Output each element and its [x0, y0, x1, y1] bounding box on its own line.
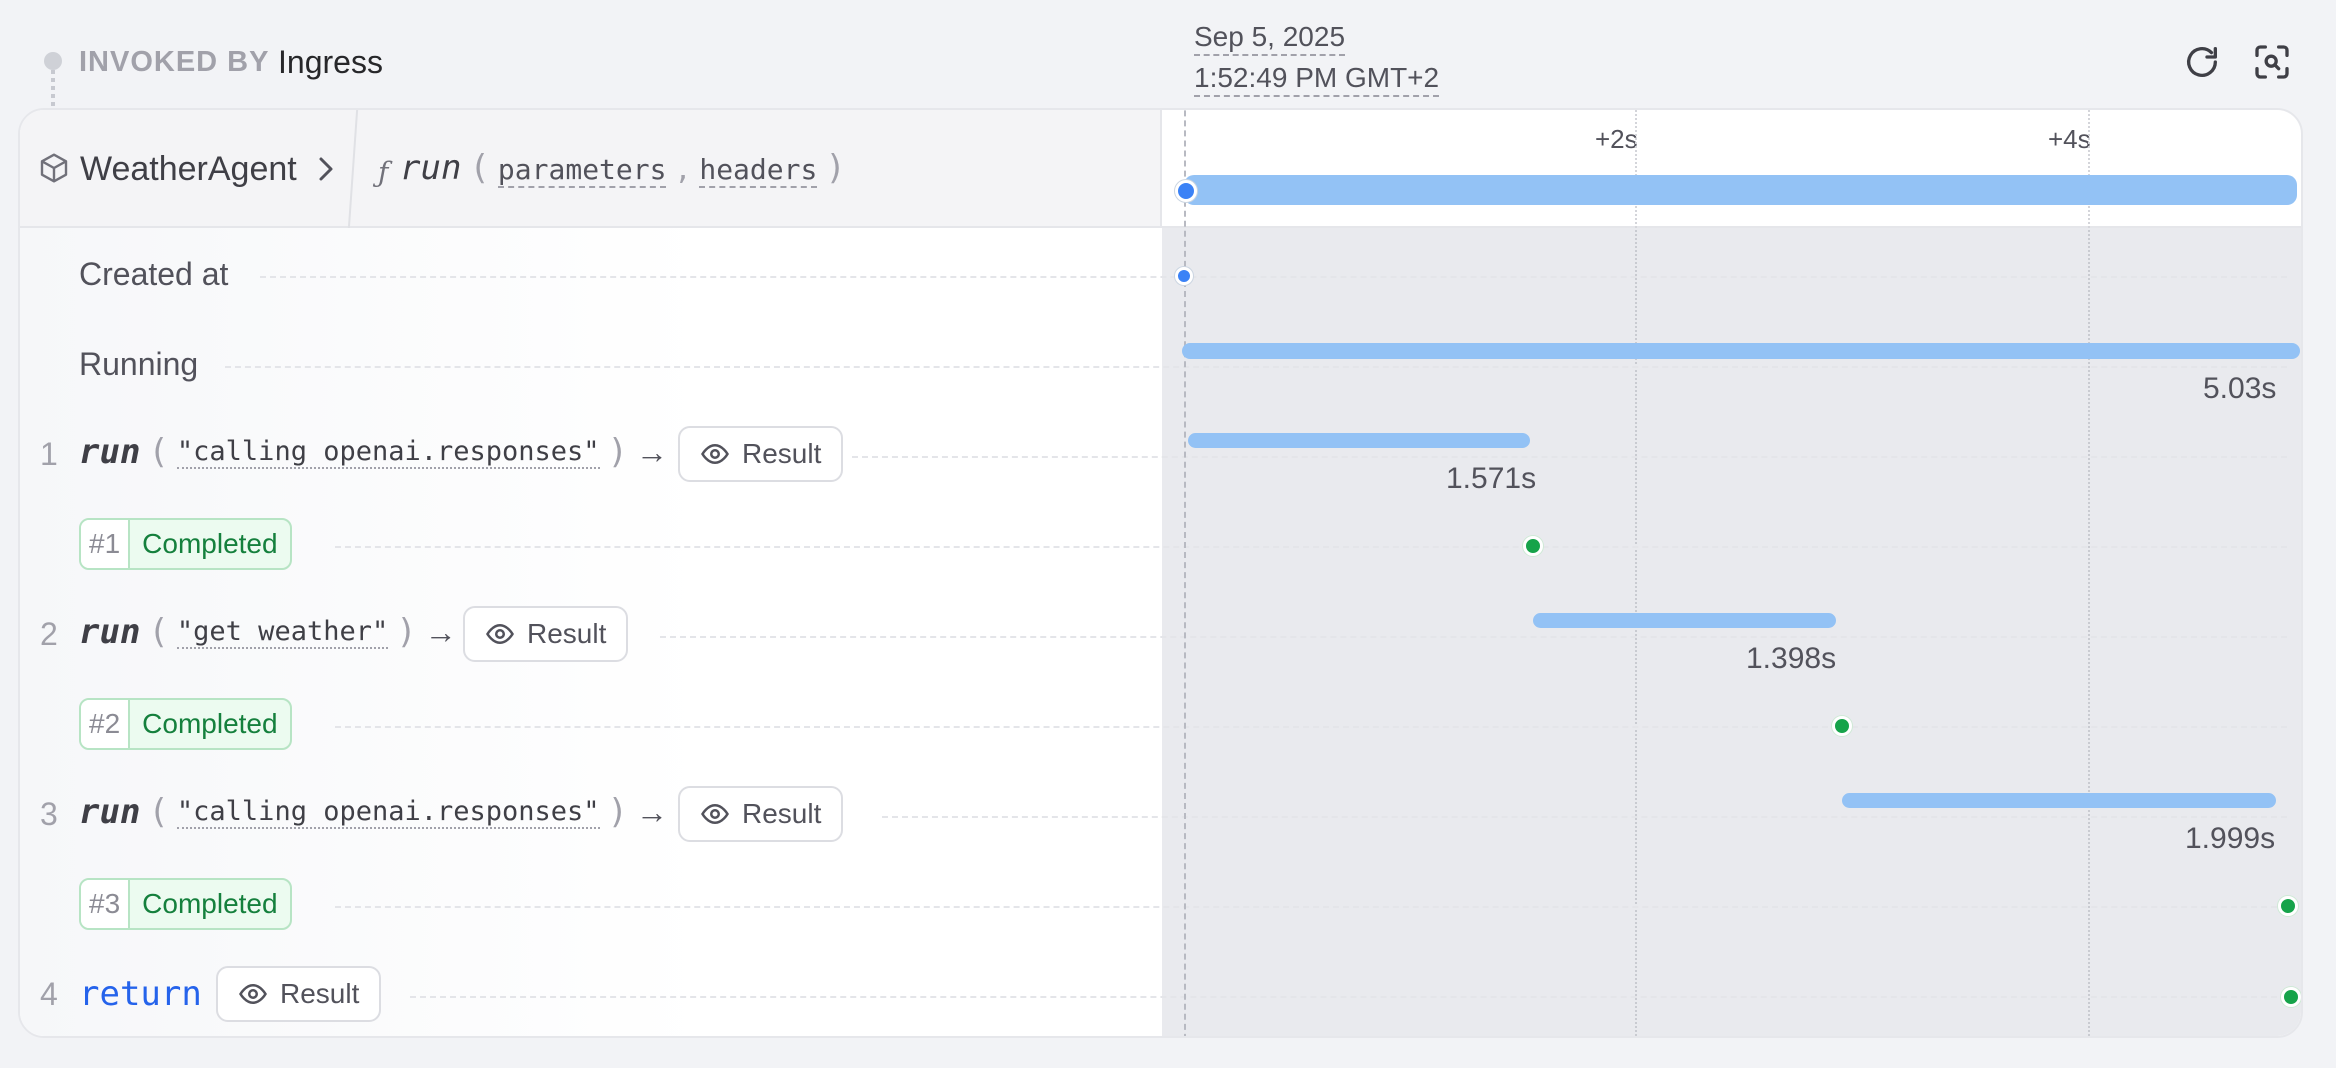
- step-index: 4: [40, 976, 58, 1012]
- invocation-card: WeatherAgent ƒ run ( parameters , header…: [18, 108, 2303, 1038]
- invocation-duration-bar: [1184, 175, 2297, 205]
- timeline-header: +2s +4s: [1162, 110, 2301, 228]
- invocation-date: Sep 5, 2025: [1194, 20, 1346, 56]
- step-1-completed-dot: [1523, 536, 1543, 556]
- step-3-completed-dot: [2278, 896, 2298, 916]
- invocation-header: WeatherAgent ƒ run ( parameters , header…: [20, 110, 1162, 228]
- running-duration: 5.03s: [2203, 372, 2277, 405]
- step-1-status-badge: #1 Completed: [79, 518, 292, 570]
- invoked-by-label: INVOKED BY: [79, 46, 270, 78]
- tick-2s: +2s: [1595, 124, 1638, 154]
- chevron-right-icon: [314, 156, 338, 182]
- created-at-label: Created at: [79, 256, 229, 292]
- step-2-call: run ( "get weather" ) →: [79, 612, 457, 652]
- step-2-bar: [1533, 613, 1836, 628]
- start-time-line: [1184, 110, 1186, 1036]
- eye-icon: [701, 443, 729, 465]
- arrow-right-icon: →: [636, 793, 669, 830]
- return-keyword: return: [79, 974, 202, 1014]
- grid-line-4s: [2088, 110, 2090, 1036]
- step-3-bar: [1842, 793, 2276, 808]
- running-bar: [1182, 343, 2300, 359]
- service-name[interactable]: WeatherAgent: [80, 150, 297, 188]
- step-3-arg: "calling openai.responses": [176, 795, 600, 829]
- invoked-by-value: Ingress: [278, 44, 383, 80]
- step-1-bar: [1188, 433, 1530, 448]
- function-icon: ƒ: [378, 156, 389, 189]
- handler-name: run: [400, 148, 462, 188]
- step-1-arg: "calling openai.responses": [176, 435, 600, 469]
- invoked-by-dot: [44, 52, 62, 70]
- cube-icon: [38, 152, 70, 184]
- return-result-button[interactable]: Result: [216, 966, 382, 1022]
- param-parameters: parameters: [497, 153, 667, 188]
- step-3-status-badge: #3 Completed: [79, 878, 292, 930]
- step-2-status-badge: #2 Completed: [79, 698, 292, 750]
- handler-signature[interactable]: run ( parameters , headers ): [400, 148, 846, 188]
- refresh-icon[interactable]: [2180, 40, 2224, 84]
- invocation-time: 1:52:49 PM GMT+2: [1194, 61, 1440, 97]
- step-2-result-button[interactable]: Result: [463, 606, 629, 662]
- eye-icon: [486, 623, 514, 645]
- step-3-result-button[interactable]: Result: [678, 786, 844, 842]
- step-3-duration: 1.999s: [2185, 822, 2276, 855]
- eye-icon: [239, 983, 267, 1005]
- return-completed-dot: [2281, 987, 2301, 1007]
- step-index: 1: [40, 436, 58, 472]
- arrow-right-icon: →: [424, 613, 457, 650]
- running-label: Running: [79, 346, 199, 382]
- step-2-duration: 1.398s: [1746, 642, 1837, 675]
- grid-line-2s: [1635, 110, 1637, 1036]
- tick-4s: +4s: [2048, 124, 2091, 154]
- arrow-right-icon: →: [636, 433, 669, 470]
- step-1-call: run ( "calling openai.responses" ) →: [79, 432, 669, 472]
- zoom-fit-icon[interactable]: [2250, 40, 2294, 84]
- step-index: 3: [40, 796, 58, 832]
- step-index: 2: [40, 616, 58, 652]
- step-2-completed-dot: [1832, 716, 1852, 736]
- step-2-arg: "get weather": [176, 615, 389, 649]
- step-3-call: run ( "calling openai.responses" ) →: [79, 792, 669, 832]
- eye-icon: [701, 803, 729, 825]
- step-1-duration: 1.571s: [1446, 462, 1537, 495]
- timeline-area: [1162, 110, 2301, 1036]
- invocation-start-dot: [1175, 180, 1197, 202]
- created-at-dot: [1175, 267, 1193, 285]
- step-1-result-button[interactable]: Result: [678, 426, 844, 482]
- invoked-by-connector: [51, 62, 55, 108]
- param-headers: headers: [699, 153, 818, 188]
